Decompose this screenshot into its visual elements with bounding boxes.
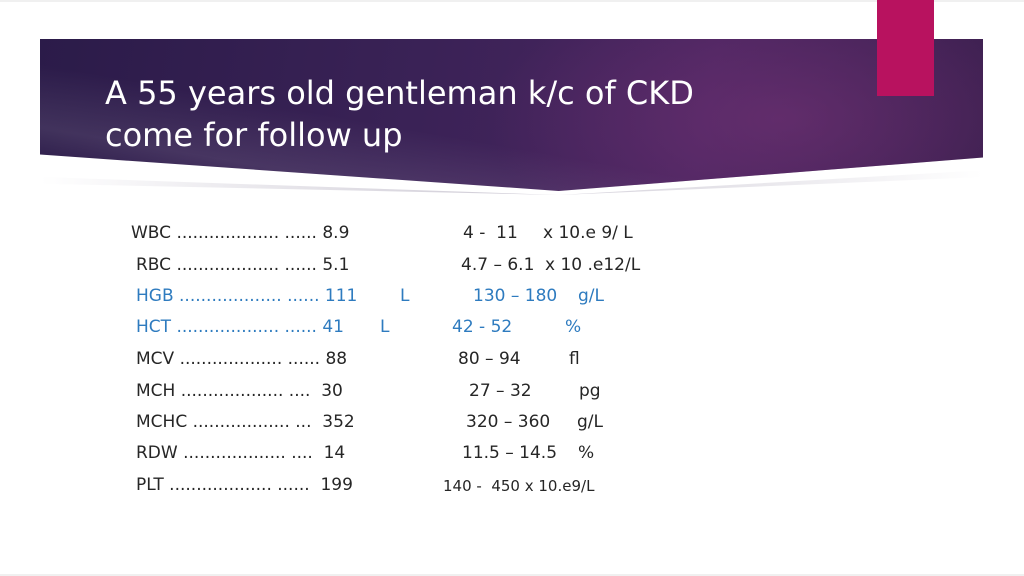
slide-title: A 55 years old gentleman k/c of CKD come…: [105, 72, 805, 156]
lab-row-mch: MCH ................... .... 30 27 – 32 …: [136, 381, 601, 481]
lab-unit: x 10.e 9/ L: [543, 223, 633, 243]
lab-range: 27 – 32: [469, 381, 532, 401]
top-strip: [0, 0, 1024, 2]
lab-range: 4 - 11: [463, 223, 518, 243]
lab-flag: L: [400, 286, 410, 306]
lab-label: RBC ................... ...... 5.1: [136, 255, 350, 275]
lab-unit: x 10 .e12/L: [545, 255, 641, 275]
lab-range: 320 – 360: [466, 412, 551, 432]
lab-range: 4.7 – 6.1: [461, 255, 535, 275]
lab-row-rdw: RDW ................... .... 14 11.5 – 1…: [136, 443, 594, 543]
lab-row-hgb: HGB ................... ...... 111 L 130…: [136, 286, 604, 406]
lab-unit: pg: [579, 381, 601, 401]
lab-range: 80 – 94: [458, 349, 521, 369]
lab-label: RDW ................... .... 14: [136, 443, 346, 463]
lab-row-wbc: WBC ................... ...... 8.9 4 - 1…: [131, 223, 633, 323]
accent-tab: [877, 0, 934, 96]
lab-unit: g/L: [578, 286, 604, 306]
lab-range: 140 - 450 x 10.e9/L: [443, 477, 595, 495]
lab-label: MCHC .................. ... 352: [136, 412, 355, 432]
lab-row-plt: PLT ................... ...... 199 140 -…: [136, 475, 594, 555]
lab-row-mchc: MCHC .................. ... 352 320 – 36…: [136, 412, 603, 512]
lab-row-rbc: RBC ................... ...... 5.1 4.7 –…: [136, 255, 640, 355]
slide-title-line-1: A 55 years old gentleman k/c of CKD: [105, 74, 694, 112]
slide-title-line-2: come for follow up: [105, 116, 403, 154]
lab-label: MCV ................... ...... 88: [136, 349, 348, 369]
lab-unit: g/L: [577, 412, 603, 432]
lab-label: PLT ................... ...... 199: [136, 475, 353, 495]
lab-range: 130 – 180: [473, 286, 558, 306]
lab-unit: fl: [569, 349, 580, 369]
lab-unit: %: [578, 443, 595, 463]
lab-flag: L: [380, 317, 390, 337]
lab-range: 42 - 52: [452, 317, 513, 337]
lab-label: MCH ................... .... 30: [136, 381, 343, 401]
lab-label: HCT ................... ...... 41: [136, 317, 344, 337]
lab-range: 11.5 – 14.5: [462, 443, 558, 463]
bottom-strip: [0, 574, 1024, 576]
lab-label: HGB ................... ...... 111: [136, 286, 358, 306]
lab-row-hct: HCT ................... ...... 41 L 42 -…: [136, 317, 581, 437]
lab-label: WBC ................... ...... 8.9: [131, 223, 350, 243]
lab-row-mcv: MCV ................... ...... 88 80 – 9…: [136, 349, 580, 449]
lab-unit: %: [565, 317, 582, 337]
